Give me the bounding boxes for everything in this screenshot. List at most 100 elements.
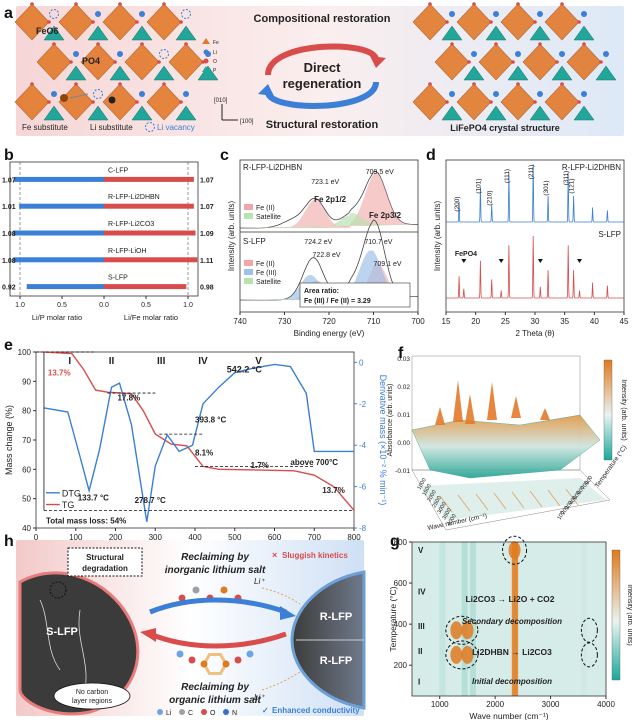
o-atom	[184, 42, 188, 46]
colorbar	[603, 359, 613, 461]
molecule-atom	[246, 650, 254, 658]
panel-c: c R-LFP-Li2DHBN 723.1 eV 709.5 eV Fe 2p1/2 F…	[220, 147, 425, 338]
mechanism-schematic: S-LFP Structural degradation No carbon layer…	[16, 540, 366, 717]
tick-label: 740	[233, 317, 247, 326]
li-atom	[449, 91, 455, 97]
tick-label: 400	[394, 620, 408, 629]
li-vacancy	[181, 9, 191, 19]
o-atom	[96, 42, 100, 46]
panel-letter-a: a	[4, 5, 13, 22]
no-carbon-label: layer regions	[72, 698, 113, 705]
o-atom	[179, 20, 183, 24]
tick-label: 600	[268, 533, 282, 542]
absorbance-peak	[540, 408, 550, 420]
li-fe-bar	[104, 230, 196, 236]
projection-band	[511, 491, 525, 509]
contour-band	[469, 542, 476, 696]
hot-spot	[461, 645, 474, 664]
feo6-octahedron	[544, 3, 580, 41]
o-atom	[135, 100, 139, 104]
po4-tetrahedron	[43, 25, 65, 41]
feo6-octahedron	[146, 83, 182, 121]
li-atom	[51, 91, 57, 97]
floor-projection	[420, 478, 606, 520]
structural-restoration-label: Structural restoration	[266, 119, 379, 131]
tick-label: 35	[560, 317, 569, 326]
li-atom	[117, 51, 123, 57]
hot-spot	[450, 645, 463, 664]
crystal-structure-restored	[412, 2, 617, 121]
peak-label: 710.7 eV	[364, 239, 392, 246]
o-atom	[162, 2, 166, 6]
o-atom	[118, 82, 122, 86]
feo6-octahedron	[434, 43, 470, 81]
dtg-curve	[43, 363, 354, 522]
o-atom	[69, 60, 73, 64]
tick-label: 100	[18, 348, 32, 357]
tick-label: 720	[322, 317, 336, 326]
li-path	[261, 671, 301, 691]
category-label: R-LFP-Li2DHBN	[108, 194, 160, 201]
o-atom	[428, 82, 432, 86]
feo6-octahedron	[58, 3, 94, 41]
fe2-fit-top	[240, 199, 418, 228]
atom-legend-icon	[201, 709, 207, 715]
legend-label: Fe (III)	[256, 270, 277, 277]
impurity-label: FePO4	[455, 251, 477, 258]
impurity-marker	[461, 259, 467, 263]
structural-degradation-label: degradation	[82, 564, 128, 573]
panel-g: g Li2CO3 → Li2O + CO2 Secondary decomposi…	[388, 533, 632, 720]
molecule-atom	[178, 594, 186, 602]
legend-tg: TG	[62, 500, 75, 510]
projection-band	[439, 495, 453, 513]
secondary-decomposition-label: Secondary decomposition	[462, 617, 562, 626]
reaction-label: Li2CO3 → Li2O + CO2	[465, 594, 554, 604]
peak-label: 709.1 eV	[374, 261, 402, 268]
category-label: R-LFP-LiOH	[108, 248, 147, 255]
reclaim-organic-label: organic lithium salt	[169, 695, 261, 706]
o-atom	[533, 100, 537, 104]
tick-label: 710	[367, 317, 381, 326]
atom-legend-label: N	[232, 710, 237, 717]
tg-curve	[43, 351, 355, 511]
x-tick-label: 1500	[422, 483, 433, 497]
po4-tetrahedron	[485, 105, 507, 121]
o-atom	[47, 20, 51, 24]
li-p-bar	[26, 284, 104, 290]
peak-label: 709.5 eV	[366, 169, 394, 176]
z-tick-label: 0.02	[397, 384, 410, 391]
no-carbon-label: No carbon	[76, 689, 108, 696]
li-vacancy	[93, 89, 103, 99]
series-label-bottom: S-LFP	[243, 237, 266, 246]
feo6-octahedron	[456, 83, 492, 121]
tick-label: 1.0	[183, 302, 193, 309]
o-atom	[560, 82, 564, 86]
y-axis-label: Temperature (°C)	[388, 586, 398, 651]
feo6-octahedron	[14, 83, 50, 121]
peak-label: 722.8 eV	[313, 252, 341, 259]
degradation-callout	[67, 547, 143, 577]
highlight-ring	[445, 640, 479, 670]
initial-decomposition-label: Initial decomposition	[472, 677, 552, 686]
po4-tetrahedron	[507, 65, 529, 81]
series-label-spent: S-LFP	[598, 230, 621, 239]
total-mass-loss: Total mass loss: 54%	[46, 517, 126, 526]
highlight-ring	[502, 535, 528, 565]
atom-legend-label: O	[210, 710, 216, 717]
orbital-label: Fe 2p3/2	[369, 211, 402, 220]
tick-label: 100	[69, 533, 83, 542]
o-atom	[74, 2, 78, 6]
reclaim-organic-label: Reclaiming by	[181, 682, 249, 693]
panel-letter-d: d	[426, 147, 436, 164]
panel-letter-b: b	[4, 147, 14, 164]
y-tick-label: 300	[565, 500, 575, 511]
panel-f: f 0.03 0.02 0.01 0.00 -0.01 Absorbance (arb. …	[387, 345, 628, 532]
x-tick-label: 4000	[447, 513, 458, 527]
tick-label: 300	[149, 533, 163, 542]
po4-tetrahedron	[153, 65, 175, 81]
hkl-label: (121)	[569, 178, 576, 193]
feo6-octahedron	[500, 3, 536, 41]
tick-label: 1.0	[15, 302, 25, 309]
molecule-atom	[200, 660, 208, 668]
li-atom	[139, 91, 145, 97]
